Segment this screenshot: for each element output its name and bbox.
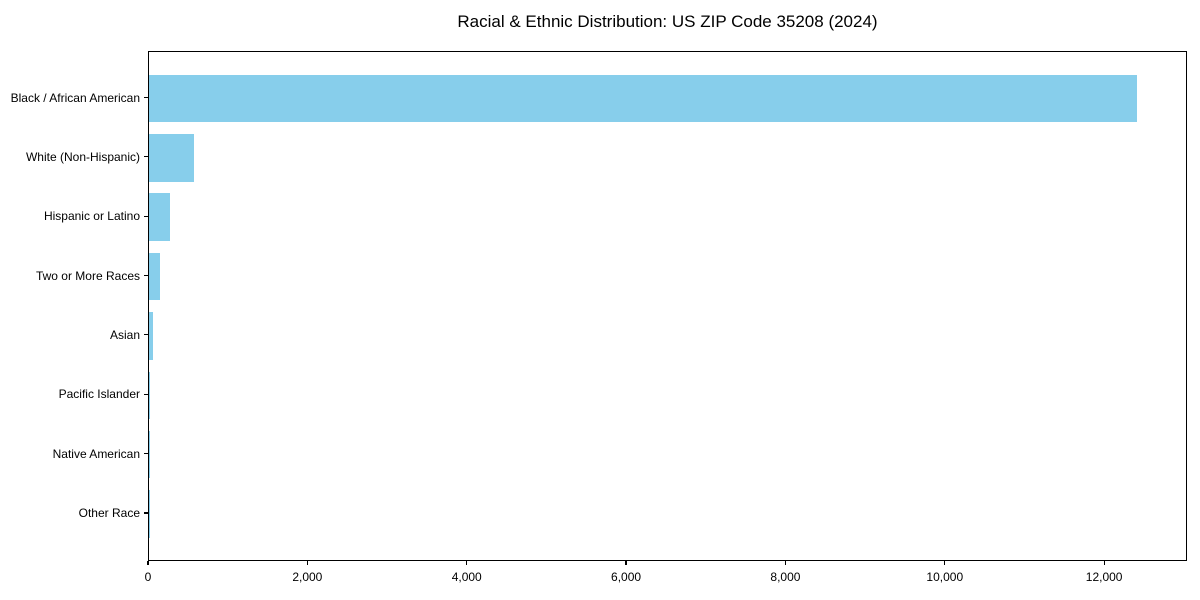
y-tick-label: White (Non-Hispanic) bbox=[25, 149, 140, 164]
x-tick-mark bbox=[784, 561, 786, 565]
x-tick-label: 10,000 bbox=[926, 570, 964, 584]
x-tick-label: 6,000 bbox=[611, 570, 642, 584]
plot-area bbox=[148, 51, 1187, 561]
y-tick-label: Hispanic or Latino bbox=[43, 209, 140, 224]
y-tick-mark bbox=[144, 512, 148, 514]
y-tick-label: Native American bbox=[52, 446, 140, 461]
y-tick-label: Pacific Islander bbox=[58, 387, 140, 402]
x-tick-mark bbox=[1103, 561, 1105, 565]
y-tick-label: Other Race bbox=[78, 505, 140, 520]
y-tick-mark bbox=[144, 274, 148, 277]
x-tick-label: 12,000 bbox=[1085, 570, 1123, 584]
x-tick-label: 4,000 bbox=[451, 570, 482, 584]
bar-black-african-american bbox=[149, 74, 1137, 123]
y-tick-label: Black / African American bbox=[10, 90, 140, 105]
y-tick-mark bbox=[144, 334, 148, 336]
chart-title: Racial & Ethnic Distribution: US ZIP Cod… bbox=[457, 12, 878, 31]
x-tick-label: 2,000 bbox=[292, 570, 323, 584]
bar-asian bbox=[149, 312, 153, 360]
y-tick-mark bbox=[144, 393, 148, 395]
bar-white-non-hispanic bbox=[149, 134, 194, 182]
x-tick-mark bbox=[944, 561, 946, 565]
y-tick-label: Two or More Races bbox=[35, 268, 140, 283]
x-tick-mark bbox=[147, 561, 149, 565]
x-tick-mark bbox=[466, 561, 468, 565]
y-tick-mark bbox=[144, 156, 148, 158]
x-tick-label: 8,000 bbox=[770, 570, 801, 584]
x-tick-mark bbox=[306, 561, 308, 565]
y-tick-mark bbox=[144, 96, 148, 99]
x-tick-mark bbox=[625, 561, 627, 565]
bar-two-or-more-races bbox=[149, 252, 161, 301]
y-tick-label: Asian bbox=[109, 327, 140, 342]
bar-pacific-islander bbox=[149, 371, 150, 419]
bar-hispanic-or-latino bbox=[149, 193, 171, 241]
x-tick-label: 0 bbox=[144, 570, 152, 584]
y-tick-mark bbox=[144, 215, 148, 217]
y-tick-mark bbox=[144, 453, 148, 455]
